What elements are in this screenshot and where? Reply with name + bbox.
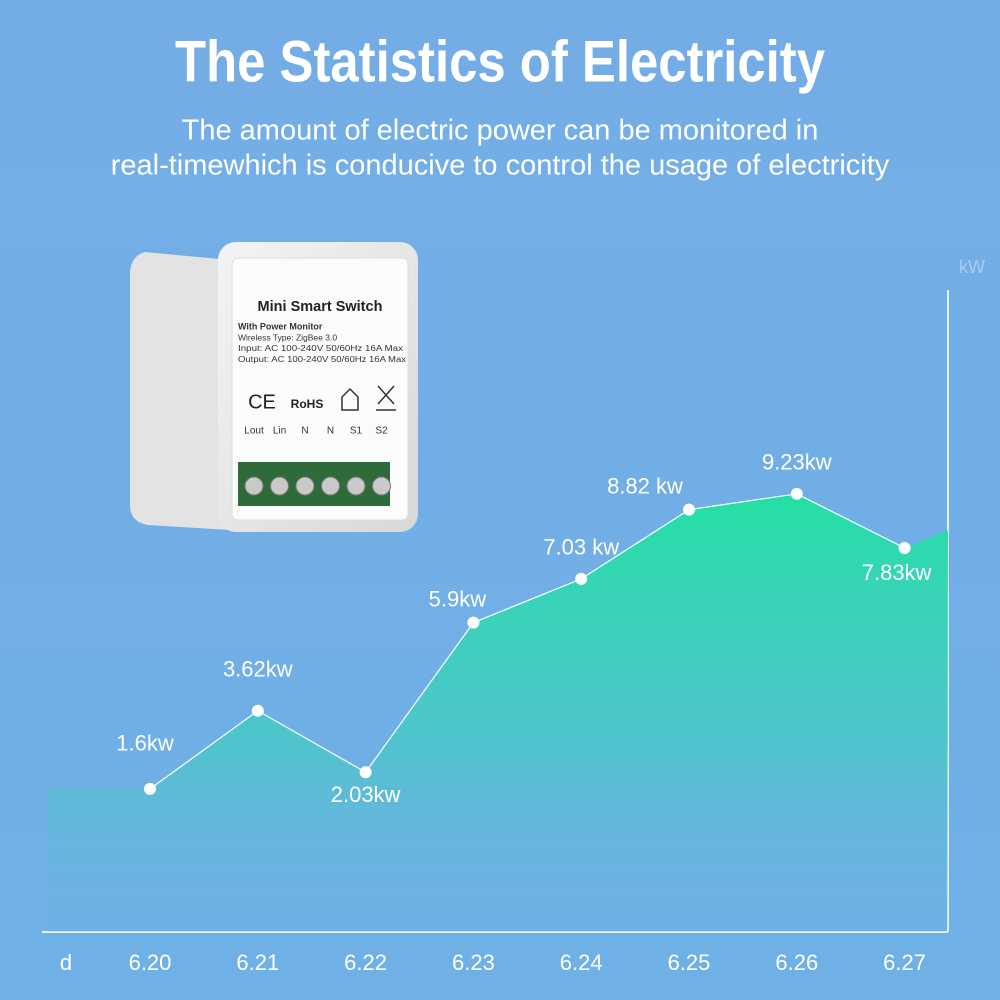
device-spec: With Power Monitor [238,321,323,331]
point [898,541,911,554]
device-name: Mini Smart Switch [258,299,383,315]
point [575,572,588,585]
terminal-screw [295,476,315,496]
value-label: 3.62kw [223,657,293,682]
terminal-label: S1 [350,426,363,437]
value-label: 1.6kw [116,731,174,756]
point [359,766,372,779]
device-side [130,252,230,530]
terminal-screw [270,476,289,496]
device-label [231,257,409,521]
value-label: 5.9kw [429,586,487,611]
x-tick-label: 6.22 [344,950,387,975]
device: Mini Smart Switch With Power Monitor Wir… [130,242,418,532]
point [790,487,803,500]
x-tick-label: 6.27 [883,950,926,975]
point [251,704,264,717]
point [683,503,695,516]
terminal-label: S2 [375,426,388,437]
device-spec: Wireless Type: ZigBee 3.0 [238,332,337,342]
x-tick-label: 6.25 [668,950,711,975]
house-icon [341,387,359,411]
value-label: 7.03 kw [543,535,619,560]
title: The Statistics of Electricity [175,29,825,94]
terminal-label: Lin [273,426,286,437]
point [467,616,480,629]
x-tick-label: 6.23 [452,950,495,975]
value-label: 7.83kw [862,560,932,585]
terminal-screw [321,476,340,496]
terminal-screw [372,476,391,496]
terminal-label: Lout [244,426,264,437]
terminal-screw [346,476,366,496]
device-spec: Input: AC 100-240V 50/60Hz 16A Max [238,344,403,353]
value-label: 9.23kw [762,450,832,475]
point [144,782,156,795]
value-label: 2.03kw [331,782,401,807]
subtitle: The amount of electric power can be moni… [182,115,819,147]
y-axis-label: kW [959,257,985,277]
terminal-screw [244,476,264,496]
rohs-mark: RoHS [291,397,324,411]
terminal-label: N [327,426,334,437]
area [48,493,948,932]
value-label: 8.82 kw [607,473,683,498]
x-tick-label: 6.24 [560,950,603,975]
subtitle: real-timewhich is conducive to control t… [111,150,890,182]
terminal-label: N [301,426,308,437]
x-axis-label: d [60,950,72,975]
x-tick-label: 6.21 [236,950,279,975]
device-spec: Output: AC 100-240V 50/60Hz 16A Max [238,355,406,364]
line [149,493,905,790]
ce-mark: CE [248,391,276,413]
weee-icon [376,385,396,411]
x-tick-label: 6.26 [775,950,818,975]
x-tick-label: 6.20 [129,950,172,975]
